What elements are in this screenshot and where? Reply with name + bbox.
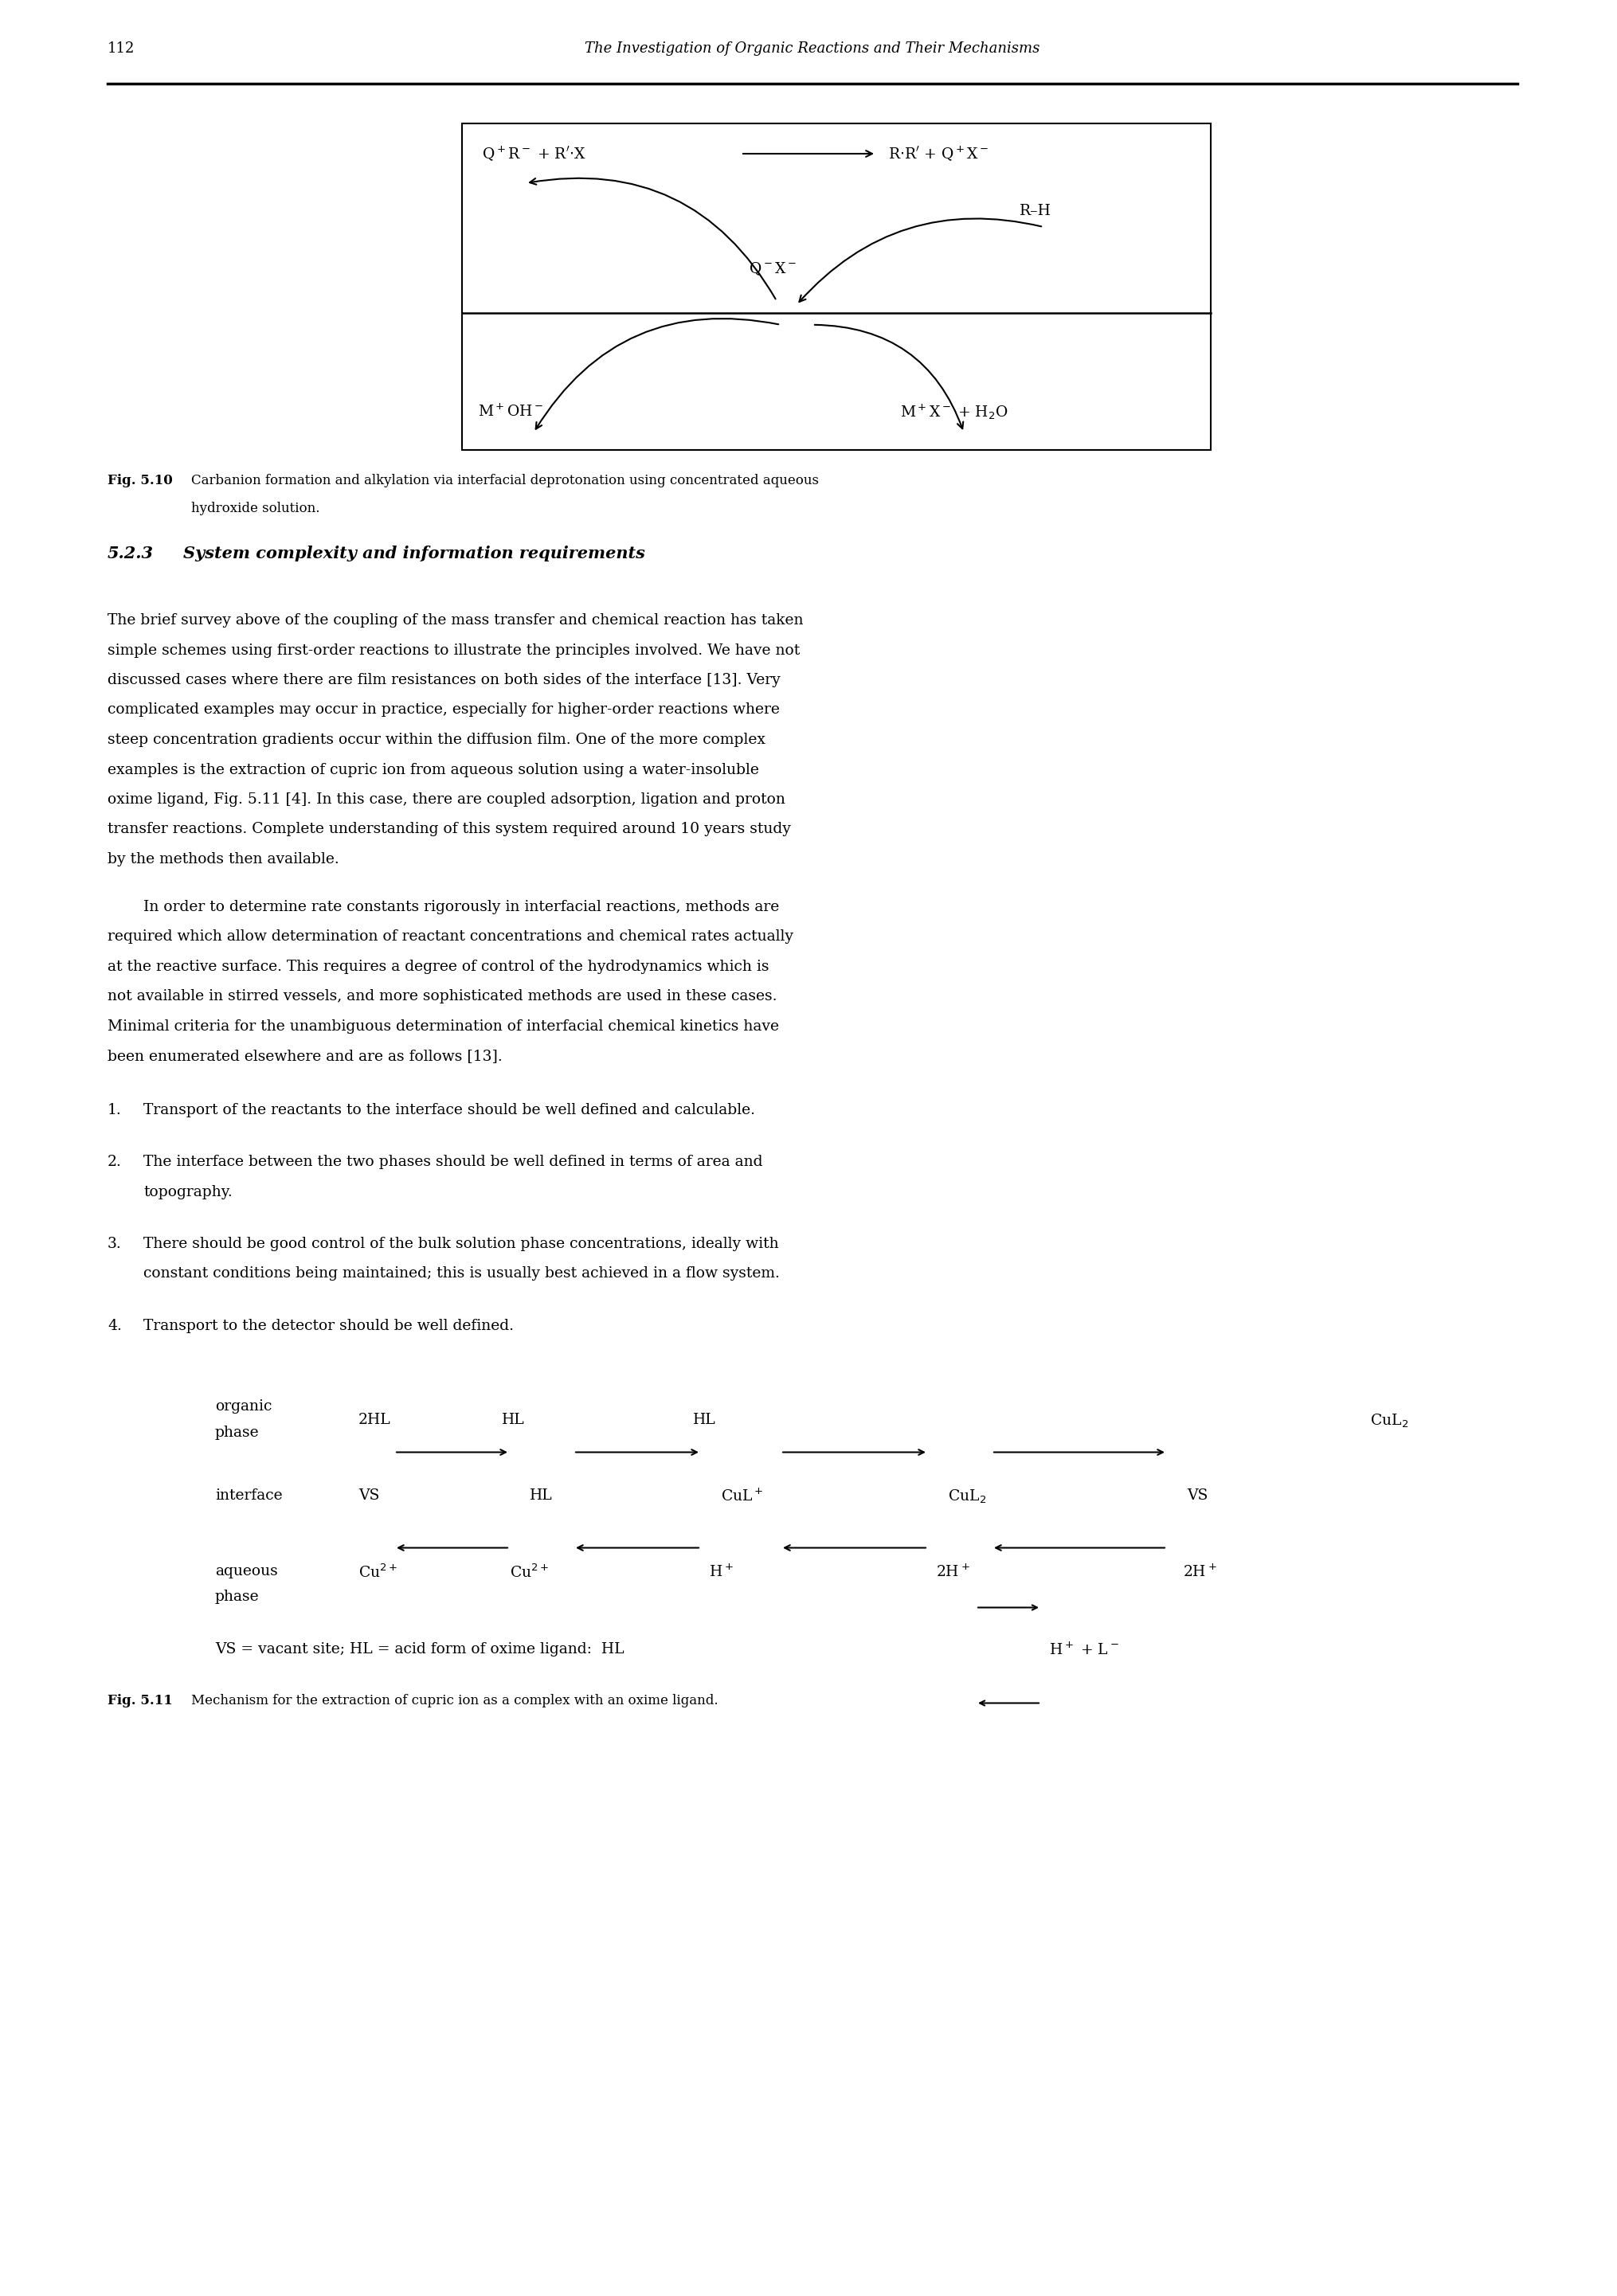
Text: M$^+$OH$^-$: M$^+$OH$^-$ <box>479 404 543 420</box>
Text: R–H: R–H <box>1020 204 1051 218</box>
Text: VS: VS <box>1187 1488 1208 1502</box>
Text: VS = vacant site; HL = acid form of oxime ligand:  HL: VS = vacant site; HL = acid form of oxim… <box>215 1642 624 1655</box>
Text: The Investigation of Organic Reactions and Their Mechanisms: The Investigation of Organic Reactions a… <box>585 41 1040 55</box>
Text: constant conditions being maintained; this is usually best achieved in a flow sy: constant conditions being maintained; th… <box>144 1267 779 1281</box>
Text: H$^+$ + L$^-$: H$^+$ + L$^-$ <box>1049 1642 1119 1658</box>
Text: Q$^+$R$^-$ + R$'$$\cdot$X: Q$^+$R$^-$ + R$'$$\cdot$X <box>482 145 585 163</box>
Text: The brief survey above of the coupling of the mass transfer and chemical reactio: The brief survey above of the coupling o… <box>108 613 804 627</box>
Text: The interface between the two phases should be well defined in terms of area and: The interface between the two phases sho… <box>144 1155 763 1169</box>
Text: aqueous: aqueous <box>215 1564 278 1577</box>
Text: phase: phase <box>215 1426 259 1440</box>
Text: simple schemes using first-order reactions to illustrate the principles involved: simple schemes using first-order reactio… <box>108 643 800 657</box>
Text: 2HL: 2HL <box>359 1412 391 1426</box>
Text: Transport to the detector should be well defined.: Transport to the detector should be well… <box>144 1318 514 1334</box>
Text: VS: VS <box>359 1488 380 1502</box>
Text: CuL$_2$: CuL$_2$ <box>948 1488 986 1504</box>
Text: 3.: 3. <box>108 1238 121 1251</box>
Text: discussed cases where there are film resistances on both sides of the interface : discussed cases where there are film res… <box>108 673 781 687</box>
Text: 4.: 4. <box>108 1318 121 1334</box>
Text: System complexity and information requirements: System complexity and information requir… <box>183 546 645 563</box>
Text: Transport of the reactants to the interface should be well defined and calculabl: Transport of the reactants to the interf… <box>144 1102 755 1116</box>
Text: 2H$^+$: 2H$^+$ <box>1184 1564 1218 1580</box>
Text: Minimal criteria for the unambiguous determination of interfacial chemical kinet: Minimal criteria for the unambiguous det… <box>108 1019 779 1033</box>
Text: In order to determine rate constants rigorously in interfacial reactions, method: In order to determine rate constants rig… <box>144 900 779 914</box>
Text: HL: HL <box>501 1412 526 1426</box>
Text: CuL$^+$: CuL$^+$ <box>721 1488 763 1504</box>
Text: interface: interface <box>215 1488 283 1502</box>
Text: by the methods then available.: by the methods then available. <box>108 852 340 866</box>
Text: oxime ligand, Fig. 5.11 [4]. In this case, there are coupled adsorption, ligatio: oxime ligand, Fig. 5.11 [4]. In this cas… <box>108 792 786 806</box>
Text: transfer reactions. Complete understanding of this system required around 10 yea: transfer reactions. Complete understandi… <box>108 822 791 836</box>
Text: Cu$^{2+}$: Cu$^{2+}$ <box>509 1564 548 1582</box>
Text: 2H$^+$: 2H$^+$ <box>936 1564 970 1580</box>
Text: organic: organic <box>215 1398 272 1414</box>
Bar <box>462 124 1211 450</box>
Text: 5.2.3: 5.2.3 <box>108 546 154 563</box>
Text: CuL$_2$: CuL$_2$ <box>1370 1412 1408 1430</box>
Text: There should be good control of the bulk solution phase concentrations, ideally : There should be good control of the bulk… <box>144 1238 779 1251</box>
Text: at the reactive surface. This requires a degree of control of the hydrodynamics : at the reactive surface. This requires a… <box>108 960 770 974</box>
Text: steep concentration gradients occur within the diffusion film. One of the more c: steep concentration gradients occur with… <box>108 732 765 746</box>
Text: been enumerated elsewhere and are as follows [13].: been enumerated elsewhere and are as fol… <box>108 1049 503 1063</box>
Text: Mechanism for the extraction of cupric ion as a complex with an oxime ligand.: Mechanism for the extraction of cupric i… <box>191 1694 718 1706</box>
Text: 112: 112 <box>108 41 134 55</box>
Text: topography.: topography. <box>144 1185 233 1199</box>
Text: not available in stirred vessels, and more sophisticated methods are used in the: not available in stirred vessels, and mo… <box>108 990 778 1003</box>
Text: phase: phase <box>215 1591 259 1605</box>
Text: HL: HL <box>694 1412 716 1426</box>
Text: required which allow determination of reactant concentrations and chemical rates: required which allow determination of re… <box>108 930 794 944</box>
Text: 1.: 1. <box>108 1102 121 1116</box>
Text: Fig. 5.11: Fig. 5.11 <box>108 1694 173 1706</box>
Text: complicated examples may occur in practice, especially for higher-order reaction: complicated examples may occur in practi… <box>108 703 779 716</box>
Text: 2.: 2. <box>108 1155 121 1169</box>
Text: Q$^-$X$^-$: Q$^-$X$^-$ <box>749 262 797 278</box>
Text: M$^+$X$^-$ + H$_2$O: M$^+$X$^-$ + H$_2$O <box>901 402 1007 420</box>
Text: Fig. 5.10: Fig. 5.10 <box>108 473 173 487</box>
Text: Cu$^{2+}$: Cu$^{2+}$ <box>359 1564 398 1582</box>
Text: examples is the extraction of cupric ion from aqueous solution using a water-ins: examples is the extraction of cupric ion… <box>108 762 758 776</box>
Text: hydroxide solution.: hydroxide solution. <box>191 501 320 514</box>
Text: H$^+$: H$^+$ <box>708 1564 734 1580</box>
Text: Carbanion formation and alkylation via interfacial deprotonation using concentra: Carbanion formation and alkylation via i… <box>191 473 818 487</box>
Text: R$\cdot$R$'$ + Q$^+$X$^-$: R$\cdot$R$'$ + Q$^+$X$^-$ <box>888 145 988 163</box>
Text: HL: HL <box>530 1488 553 1502</box>
